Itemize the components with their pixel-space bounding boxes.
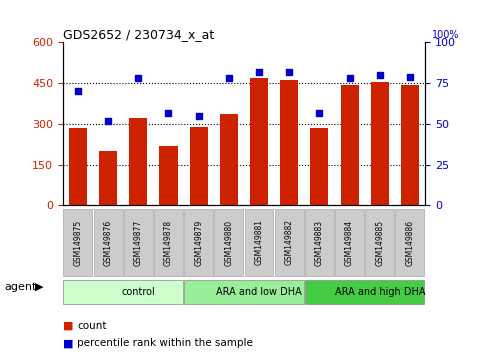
- Bar: [63, 209, 92, 276]
- Text: agent: agent: [5, 282, 37, 292]
- Bar: [184, 280, 304, 304]
- Text: GSM149878: GSM149878: [164, 219, 173, 266]
- Text: GSM149885: GSM149885: [375, 219, 384, 266]
- Bar: [365, 209, 394, 276]
- Bar: [214, 209, 243, 276]
- Bar: [250, 78, 268, 205]
- Text: GSM149881: GSM149881: [255, 219, 264, 266]
- Point: [376, 72, 384, 78]
- Point: [255, 69, 263, 75]
- Text: ARA and high DHA: ARA and high DHA: [335, 287, 425, 297]
- Text: GSM149879: GSM149879: [194, 219, 203, 266]
- Bar: [335, 209, 364, 276]
- Bar: [159, 145, 178, 205]
- Text: ■: ■: [63, 321, 77, 331]
- Bar: [154, 209, 183, 276]
- Text: GSM149884: GSM149884: [345, 219, 354, 266]
- Bar: [99, 151, 117, 205]
- Point: [285, 69, 293, 75]
- Point: [346, 75, 354, 81]
- Bar: [124, 209, 153, 276]
- Bar: [129, 119, 147, 205]
- Text: percentile rank within the sample: percentile rank within the sample: [77, 338, 253, 348]
- Text: ARA and low DHA: ARA and low DHA: [216, 287, 302, 297]
- Point: [406, 74, 414, 80]
- Text: ■: ■: [63, 338, 77, 348]
- Bar: [275, 209, 304, 276]
- Text: GSM149876: GSM149876: [103, 219, 113, 266]
- Bar: [305, 280, 425, 304]
- Point: [134, 75, 142, 81]
- Point: [195, 113, 202, 119]
- Text: GDS2652 / 230734_x_at: GDS2652 / 230734_x_at: [63, 28, 214, 41]
- Bar: [184, 209, 213, 276]
- Text: GSM149882: GSM149882: [284, 219, 294, 266]
- Bar: [69, 128, 87, 205]
- Bar: [63, 280, 183, 304]
- Text: count: count: [77, 321, 107, 331]
- Text: GSM149883: GSM149883: [315, 219, 324, 266]
- Point: [165, 110, 172, 115]
- Bar: [371, 82, 389, 205]
- Bar: [189, 127, 208, 205]
- Bar: [341, 85, 358, 205]
- Bar: [280, 80, 298, 205]
- Point: [315, 110, 323, 115]
- Bar: [220, 114, 238, 205]
- Bar: [311, 128, 328, 205]
- Text: GSM149875: GSM149875: [73, 219, 83, 266]
- Point: [74, 88, 82, 94]
- Text: GSM149886: GSM149886: [405, 219, 414, 266]
- Text: 100%: 100%: [432, 30, 459, 40]
- Bar: [396, 209, 425, 276]
- Text: GSM149877: GSM149877: [134, 219, 143, 266]
- Text: control: control: [121, 287, 155, 297]
- Point: [104, 118, 112, 124]
- Bar: [401, 85, 419, 205]
- Bar: [244, 209, 273, 276]
- Text: ▶: ▶: [35, 282, 43, 292]
- Point: [225, 75, 233, 81]
- Bar: [305, 209, 334, 276]
- Bar: [94, 209, 123, 276]
- Text: GSM149880: GSM149880: [224, 219, 233, 266]
